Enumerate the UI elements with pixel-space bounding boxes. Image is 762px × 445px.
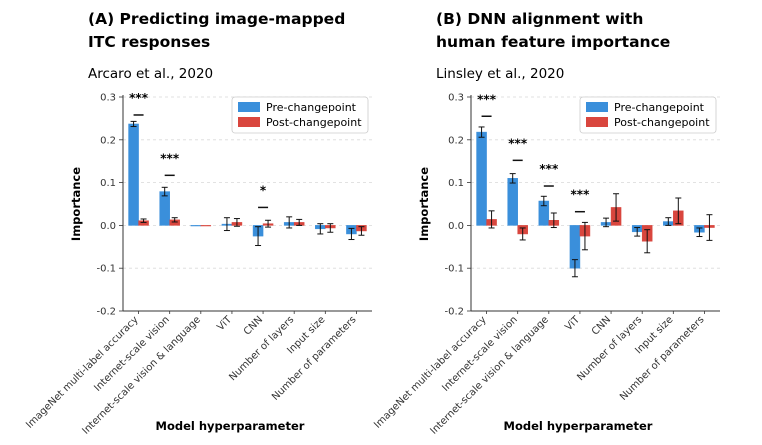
significance-label: *** (539, 162, 559, 176)
bar-pre (159, 191, 170, 226)
x-axis-label: Model hyperparameter (504, 419, 653, 433)
legend: Pre-changepoint Post-changepoint (579, 96, 717, 134)
legend-label: Post-changepoint (614, 116, 710, 129)
y-tick-label: 0.2 (448, 135, 464, 146)
legend-label: Pre-changepoint (614, 101, 705, 114)
legend-swatch (238, 117, 260, 127)
x-tick-label: ImageNet multi-label accuracy (372, 314, 489, 431)
bar-pre (190, 225, 202, 227)
y-tick-label: -0.1 (96, 264, 116, 275)
chart-title-line: ITC responses (88, 33, 210, 51)
legend-label: Post-changepoint (266, 116, 362, 129)
x-tick-label: CNN (242, 314, 265, 337)
significance-label: *** (477, 92, 497, 106)
legend-swatch (586, 117, 608, 127)
y-tick-label: 0.1 (448, 178, 464, 189)
y-tick-label: 0.0 (100, 221, 116, 232)
legend-box (231, 96, 369, 134)
legend-swatch (238, 102, 260, 112)
panel-b: (B) DNN alignment with human feature impo… (372, 10, 720, 437)
chart-title-line: (B) DNN alignment with (436, 10, 643, 28)
bar-pre (507, 178, 518, 226)
y-tick-label: 0.0 (448, 221, 464, 232)
significance-label: * (260, 183, 267, 197)
significance-label: *** (160, 151, 180, 165)
chart-subtitle: Arcaro et al., 2020 (88, 66, 213, 82)
y-tick-label: -0.1 (444, 264, 464, 275)
significance-label: *** (508, 136, 528, 150)
y-tick-label: 0.3 (100, 93, 116, 104)
y-axis-label: Importance (417, 167, 431, 241)
legend-box (579, 96, 717, 134)
y-axis-label: Importance (69, 167, 83, 241)
panel-a: (A) Predicting image-mapped ITC responses… (24, 10, 372, 437)
legend-label: Pre-changepoint (266, 101, 357, 114)
legend-swatch (586, 102, 608, 112)
chart-title-line: (A) Predicting image-mapped (88, 10, 345, 28)
bar-post (200, 225, 212, 227)
significance-label: *** (129, 91, 149, 105)
chart-title-line: human feature importance (436, 33, 670, 51)
x-tick-label: ViT (563, 314, 582, 333)
legend: Pre-changepoint Post-changepoint (231, 96, 369, 134)
y-tick-label: 0.3 (448, 93, 464, 104)
chart-subtitle: Linsley et al., 2020 (436, 66, 564, 82)
x-tick-label: ViT (215, 314, 234, 333)
bar-pre (128, 123, 139, 226)
significance-label: *** (571, 188, 591, 202)
x-tick-label: ImageNet multi-label accuracy (24, 314, 141, 431)
y-tick-label: -0.2 (444, 307, 464, 318)
y-tick-label: 0.2 (100, 135, 116, 146)
x-axis-label: Model hyperparameter (156, 419, 305, 433)
y-tick-label: 0.1 (100, 178, 116, 189)
x-tick-label: CNN (590, 314, 613, 337)
bar-pre (476, 131, 487, 226)
y-tick-label: -0.2 (96, 307, 116, 318)
